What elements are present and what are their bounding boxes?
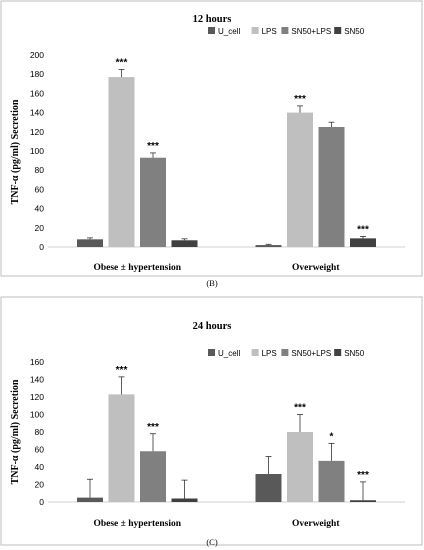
legend-swatch-u-cell	[208, 27, 215, 34]
y-tick-label: 20	[35, 480, 45, 490]
y-tick-label: 200	[30, 50, 44, 60]
significance-marker: ***	[357, 224, 369, 235]
significance-marker: *	[330, 431, 334, 442]
legend-label: U_cell	[218, 27, 240, 36]
y-tick-label: 40	[35, 204, 45, 214]
bar	[108, 77, 135, 247]
bar	[255, 245, 282, 247]
y-tick-label: 140	[30, 375, 44, 385]
legend-label: SN50+LPS	[291, 27, 331, 36]
significance-marker: ***	[147, 422, 159, 433]
x-category-label: Obese ± hypertension	[93, 519, 181, 529]
legend-label: SN50	[344, 27, 365, 36]
panel-frame	[0, 0, 423, 277]
bar	[77, 239, 103, 247]
y-tick-label: 20	[35, 223, 45, 233]
bar	[318, 127, 345, 247]
bar	[350, 238, 376, 247]
y-tick-label: 160	[30, 357, 44, 367]
bar	[255, 474, 282, 502]
bar	[77, 497, 103, 502]
y-tick-label: 80	[35, 427, 45, 437]
y-axis-label: TNF-α (pg/ml) Secretion	[10, 379, 21, 484]
legend-label: LPS	[262, 349, 277, 358]
bar	[140, 157, 166, 247]
bar	[108, 394, 135, 502]
y-tick-label: 100	[30, 146, 44, 156]
chart-panel-12h: 12 hours 0 20 40 60 80 100 120 140 160 180 200 TNF-α…	[0, 0, 423, 288]
y-tick-label: 80	[35, 165, 45, 175]
y-tick-label: 0	[39, 497, 44, 507]
y-tick-label: 0	[39, 242, 44, 252]
bar	[287, 432, 313, 502]
legend-label: SN50	[344, 349, 365, 358]
y-tick-label: 60	[35, 445, 45, 455]
y-tick-label: 180	[30, 69, 44, 79]
panel-caption: (B)	[206, 278, 218, 288]
y-tick-label: 140	[30, 108, 44, 118]
legend-label: LPS	[262, 27, 277, 36]
bar	[350, 500, 376, 502]
x-category-label: Obese ± hypertension	[93, 263, 181, 273]
panel-frame	[0, 296, 423, 546]
y-axis-label: TNF-α (pg/ml) Secretion	[10, 99, 21, 204]
legend-swatch-u-cell	[208, 349, 215, 356]
chart-title: 12 hours	[193, 14, 232, 25]
x-category-label: Overweight	[292, 519, 340, 529]
bar	[171, 498, 198, 502]
legend-swatch-sn50	[334, 27, 342, 34]
x-category-label: Overweight	[292, 263, 340, 273]
bar	[171, 240, 198, 247]
bar	[140, 451, 166, 502]
panel-caption: (C)	[206, 537, 218, 547]
y-tick-label: 120	[30, 392, 44, 402]
significance-marker: ***	[294, 403, 306, 414]
significance-marker: ***	[116, 57, 128, 68]
bar	[318, 460, 345, 502]
legend-label: U_cell	[218, 349, 240, 358]
y-tick-label: 120	[30, 127, 44, 137]
legend-swatch-sn50-lps	[281, 27, 289, 34]
legend-swatch-lps	[251, 349, 259, 356]
significance-marker: ***	[147, 141, 159, 152]
bar	[287, 112, 313, 247]
legend-swatch-lps	[251, 27, 259, 34]
y-tick-label: 100	[30, 410, 44, 420]
legend-swatch-sn50	[334, 349, 342, 356]
chart-title: 24 hours	[193, 321, 232, 332]
y-tick-label: 160	[30, 88, 44, 98]
significance-marker: ***	[294, 94, 306, 105]
significance-marker: ***	[357, 470, 369, 481]
significance-marker: ***	[116, 365, 128, 376]
chart-panel-24h: 24 hours 0 20 40 60 80 100 120 140 160 TNF-α (pg/m…	[0, 296, 423, 547]
y-tick-label: 60	[35, 184, 45, 194]
legend-swatch-sn50-lps	[281, 349, 289, 356]
y-tick-label: 40	[35, 462, 45, 472]
legend-label: SN50+LPS	[291, 349, 331, 358]
